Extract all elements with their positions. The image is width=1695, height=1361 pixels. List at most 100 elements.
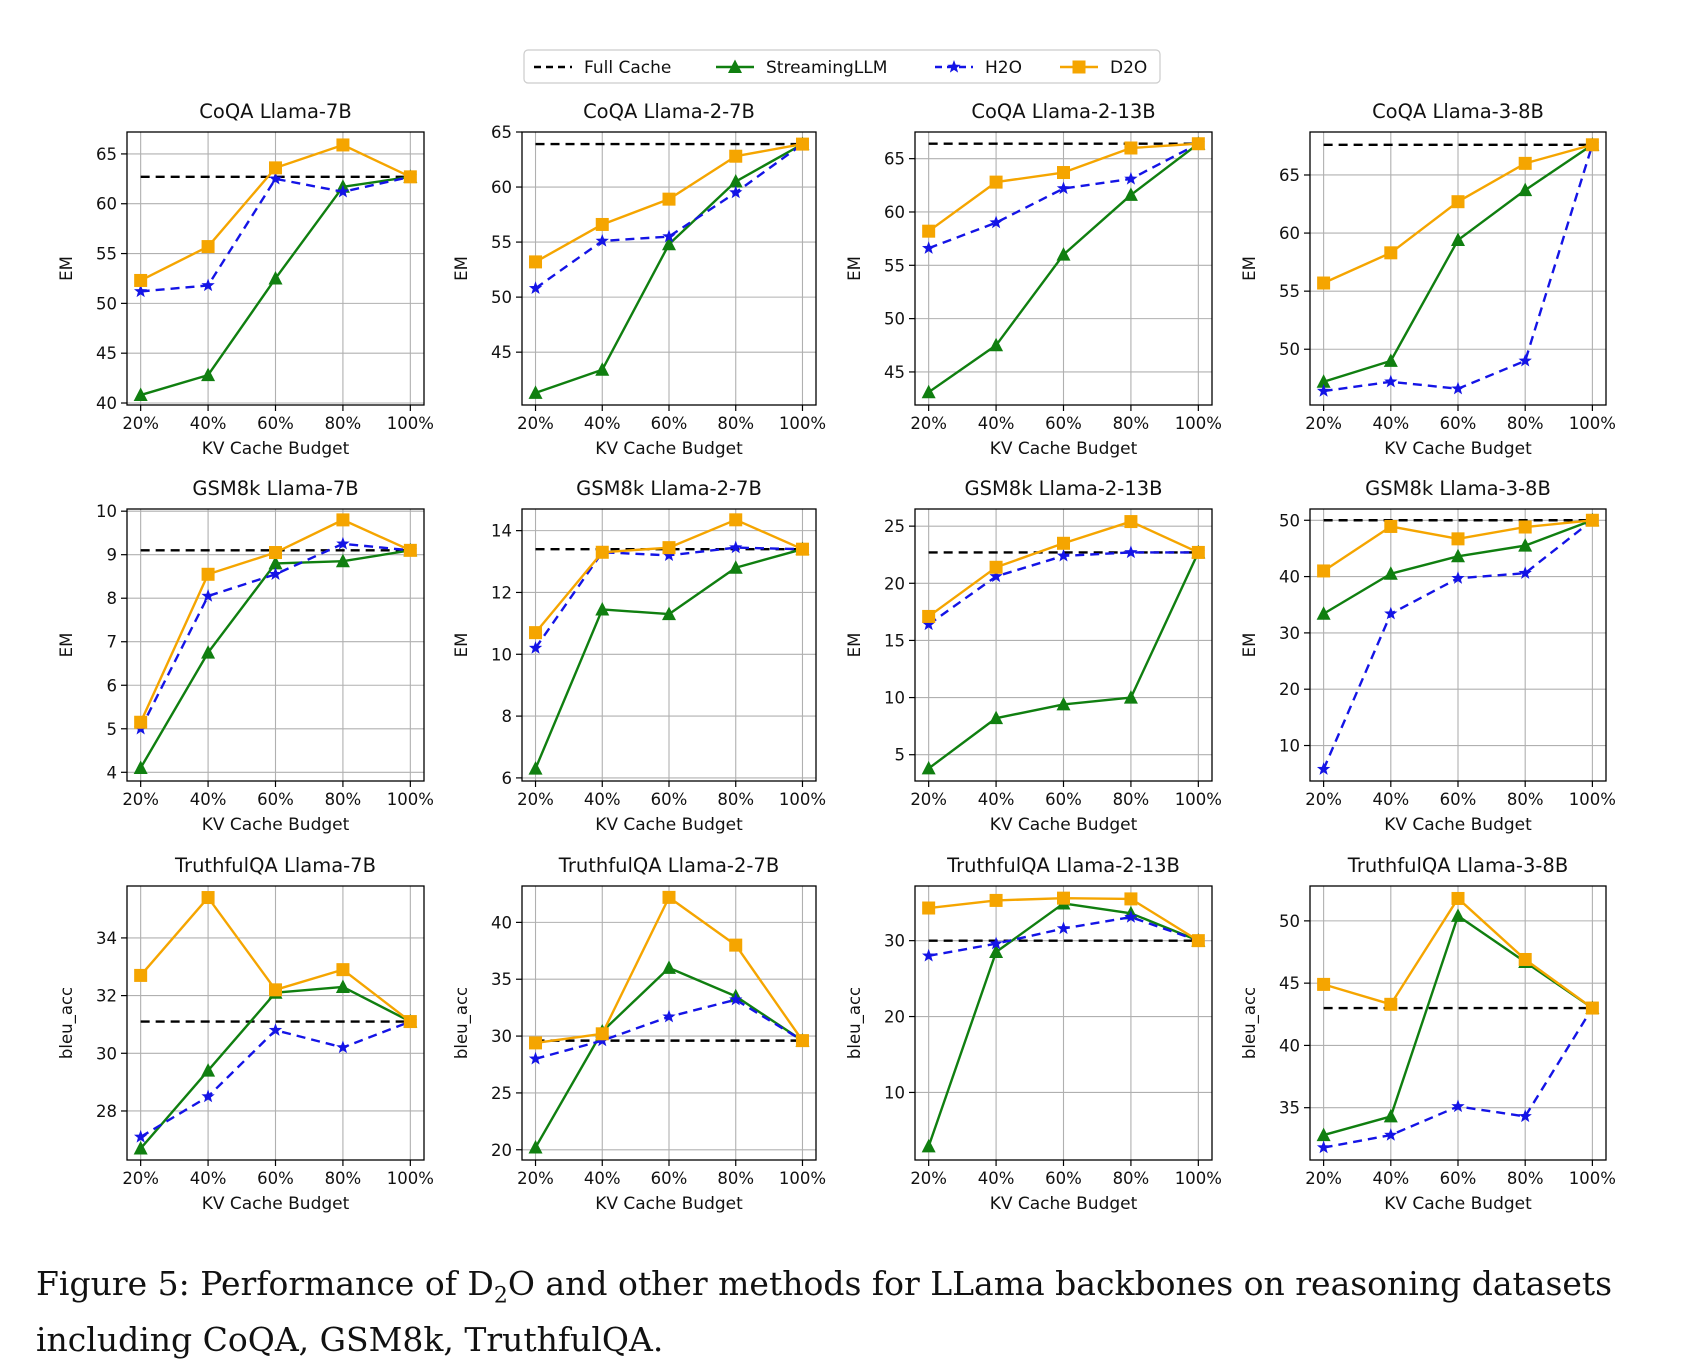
x-tick-label: 100%	[1569, 414, 1616, 433]
legend-label-streamingllm: StreamingLLM	[766, 58, 887, 78]
legend-label-h2o: H2O	[985, 58, 1022, 78]
x-axis-label: KV Cache Budget	[1384, 439, 1532, 459]
y-tick-label: 8	[107, 589, 118, 608]
data-point-h2o	[662, 548, 676, 562]
x-tick-label: 100%	[387, 790, 434, 809]
x-tick-label: 80%	[1113, 790, 1150, 809]
data-point-d2o	[989, 560, 1003, 574]
data-point-h2o	[528, 1051, 543, 1065]
x-tick-label: 60%	[257, 1169, 294, 1188]
y-tick-label: 6	[502, 769, 513, 788]
data-point-d2o	[1317, 564, 1331, 578]
data-point-h2o	[1124, 545, 1138, 559]
chart-title: CoQA Llama-2-7B	[583, 100, 755, 123]
data-point-streamingllm	[201, 645, 216, 659]
data-point-streamingllm	[595, 601, 610, 616]
data-point-streamingllm	[1123, 690, 1138, 704]
data-point-h2o	[922, 617, 936, 631]
data-point-streamingllm	[1383, 353, 1398, 367]
data-point-d2o	[989, 893, 1003, 907]
y-tick-label: 8	[502, 707, 513, 726]
data-point-d2o	[201, 240, 215, 254]
series-d2o	[922, 137, 1205, 238]
y-tick-label: 34	[96, 929, 117, 948]
data-point-h2o	[1316, 384, 1331, 397]
data-point-h2o	[134, 1129, 148, 1143]
chart-title: TruthfulQA Llama-3-8B	[1347, 854, 1568, 877]
x-tick-label: 40%	[190, 1169, 227, 1188]
y-tick-label: 6	[107, 676, 118, 695]
data-point-streamingllm	[1316, 1127, 1331, 1142]
data-point-d2o	[269, 983, 282, 997]
x-tick-label: 40%	[190, 414, 227, 433]
chart-title: TruthfulQA Llama-2-7B	[558, 854, 779, 877]
data-point-streamingllm	[595, 362, 610, 376]
data-point-streamingllm	[1123, 187, 1138, 201]
data-point-h2o	[1316, 1140, 1331, 1154]
data-point-h2o	[1056, 921, 1071, 935]
y-tick-label: 60	[884, 203, 905, 222]
data-point-d2o	[795, 542, 809, 556]
data-point-d2o	[1124, 515, 1138, 529]
data-point-streamingllm	[1056, 247, 1071, 261]
data-point-d2o	[1585, 138, 1599, 152]
y-tick-label: 55	[884, 256, 905, 275]
data-point-d2o	[795, 1034, 809, 1048]
y-tick-label: 40	[96, 394, 117, 413]
y-axis-label: EM	[452, 256, 471, 281]
legend-item-h2o: H2O	[935, 58, 1022, 78]
series-d2o	[1317, 138, 1599, 290]
y-tick-label: 45	[884, 363, 905, 382]
legend-label-full-cache: Full Cache	[584, 58, 671, 78]
y-tick-label: 10	[96, 502, 117, 521]
y-tick-label: 50	[491, 288, 512, 307]
data-point-streamingllm	[662, 236, 676, 251]
data-point-d2o	[336, 963, 350, 977]
series-d2o	[922, 891, 1205, 948]
data-point-h2o	[201, 1089, 215, 1103]
y-tick-label: 10	[1279, 737, 1300, 756]
y-tick-label: 10	[491, 645, 512, 664]
data-point-d2o	[1057, 166, 1070, 180]
data-point-d2o	[795, 137, 809, 151]
chart-panel: 20% 40% 60% 80% 100% 20 25 30 35 40 TruthfulQA Lla…	[452, 854, 826, 1214]
data-point-h2o	[1384, 374, 1398, 388]
legend-label-d2o: D2O	[1110, 58, 1147, 78]
x-axis-label: KV Cache Budget	[202, 815, 350, 835]
data-point-d2o	[1451, 891, 1465, 905]
x-axis-label: KV Cache Budget	[202, 1194, 350, 1214]
x-tick-label: 40%	[978, 1169, 1015, 1188]
data-point-d2o	[1384, 246, 1398, 260]
chart-panel: 20% 40% 60% 80% 100% 28 30 32 34 TruthfulQA Llama…	[57, 854, 434, 1214]
x-tick-label: 100%	[1569, 1169, 1616, 1188]
data-point-streamingllm	[989, 337, 1004, 352]
data-point-d2o	[403, 1015, 417, 1029]
data-point-h2o	[662, 229, 676, 243]
x-tick-label: 80%	[325, 414, 362, 433]
x-axis-label: KV Cache Budget	[1384, 1194, 1532, 1214]
data-point-d2o	[1585, 513, 1599, 527]
y-axis-label: EM	[57, 256, 76, 281]
y-tick-label: 45	[491, 343, 512, 362]
y-tick-label: 60	[96, 195, 117, 214]
data-point-d2o	[1585, 1001, 1599, 1015]
chart-title: TruthfulQA Llama-2-13B	[946, 854, 1180, 877]
x-tick-label: 80%	[1113, 414, 1150, 433]
data-point-d2o	[1191, 137, 1205, 151]
data-point-streamingllm	[1383, 1108, 1398, 1123]
x-tick-label: 60%	[1440, 414, 1477, 433]
y-tick-label: 50	[1279, 511, 1300, 530]
legend-item-full-cache: Full Cache	[534, 58, 671, 78]
data-point-d2o	[729, 149, 743, 163]
y-axis-label: bleu_acc	[1240, 987, 1260, 1059]
data-point-h2o	[1124, 171, 1138, 185]
data-point-d2o	[1057, 536, 1070, 550]
y-tick-label: 55	[1279, 282, 1300, 301]
y-tick-label: 50	[884, 310, 905, 329]
y-tick-label: 65	[1279, 166, 1300, 185]
series-d2o	[134, 138, 417, 287]
series-line-h2o	[140, 175, 411, 293]
series-d2o	[1317, 513, 1599, 578]
y-tick-label: 50	[96, 294, 117, 313]
